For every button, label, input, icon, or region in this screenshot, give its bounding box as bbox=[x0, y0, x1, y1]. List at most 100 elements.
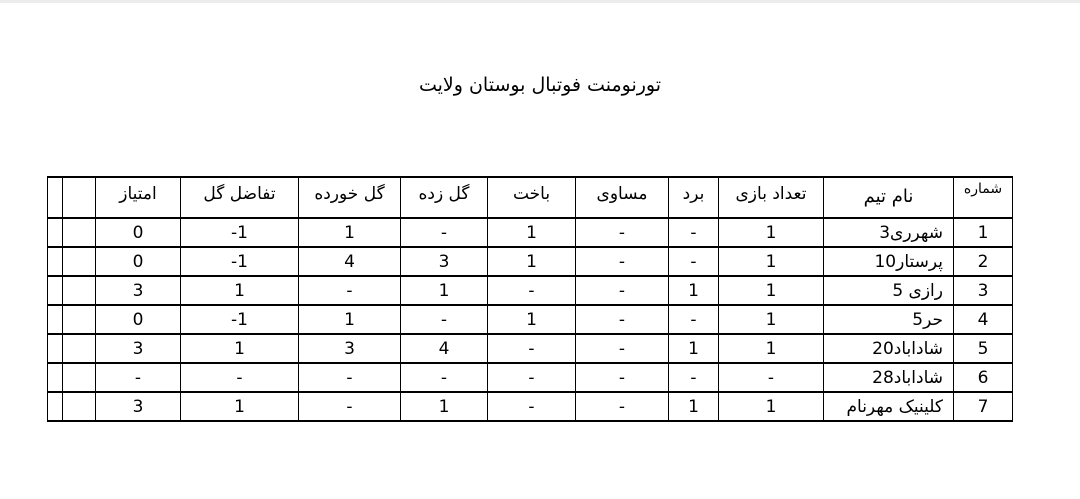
cell-draws[interactable]: - bbox=[575, 333, 669, 364]
cell-losses[interactable]: - bbox=[487, 391, 576, 422]
cell-goals_for[interactable]: 1 bbox=[400, 391, 488, 422]
cell-played[interactable]: 1 bbox=[718, 275, 824, 306]
cell-goal_diff[interactable]: 1 bbox=[180, 391, 299, 422]
cell-goals_for[interactable]: 3 bbox=[400, 246, 488, 277]
header-goals-against[interactable]: گل خورده bbox=[298, 176, 401, 219]
cell-draws[interactable]: - bbox=[575, 362, 669, 393]
cell-points[interactable]: 0 bbox=[95, 217, 181, 248]
cell-played[interactable]: 1 bbox=[718, 217, 824, 248]
cell-extra2[interactable] bbox=[47, 217, 63, 248]
cell-goals_for[interactable]: 1 bbox=[400, 275, 488, 306]
cell-extra1[interactable] bbox=[62, 246, 96, 277]
cell-draws[interactable]: - bbox=[575, 275, 669, 306]
cell-extra2[interactable] bbox=[47, 275, 63, 306]
cell-points[interactable]: - bbox=[95, 362, 181, 393]
cell-draws[interactable]: - bbox=[575, 391, 669, 422]
header-draws[interactable]: مساوی bbox=[575, 176, 669, 219]
cell-played[interactable]: 1 bbox=[718, 304, 824, 335]
cell-number[interactable]: 6 bbox=[953, 362, 1013, 393]
cell-wins[interactable]: - bbox=[668, 362, 719, 393]
cell-losses[interactable]: 1 bbox=[487, 304, 576, 335]
header-wins[interactable]: برد bbox=[668, 176, 719, 219]
cell-number[interactable]: 1 bbox=[953, 217, 1013, 248]
cell-extra2[interactable] bbox=[47, 391, 63, 422]
cell-wins[interactable]: - bbox=[668, 217, 719, 248]
cell-played[interactable]: - bbox=[718, 362, 824, 393]
cell-extra2[interactable] bbox=[47, 246, 63, 277]
header-games-played[interactable]: تعداد بازی bbox=[718, 176, 824, 219]
cell-team[interactable]: پرستار10 bbox=[823, 246, 954, 277]
cell-losses[interactable]: 1 bbox=[487, 217, 576, 248]
header-empty-2[interactable] bbox=[47, 176, 63, 219]
cell-played[interactable]: 1 bbox=[718, 391, 824, 422]
cell-losses[interactable]: - bbox=[487, 275, 576, 306]
cell-wins[interactable]: 1 bbox=[668, 275, 719, 306]
cell-points[interactable]: 3 bbox=[95, 391, 181, 422]
cell-goals_against[interactable]: 1 bbox=[298, 217, 401, 248]
cell-draws[interactable]: - bbox=[575, 304, 669, 335]
cell-team[interactable]: شاداباد20 bbox=[823, 333, 954, 364]
cell-goal_diff[interactable]: -1 bbox=[180, 304, 299, 335]
table-row: 4 حر5 1- -1-1 -1 0 bbox=[47, 304, 1013, 335]
cell-losses[interactable]: - bbox=[487, 333, 576, 364]
cell-goals_against[interactable]: 3 bbox=[298, 333, 401, 364]
table-row: 2 پرستار10 1- -1 3 4 -1 0 bbox=[47, 246, 1013, 277]
cell-number[interactable]: 4 bbox=[953, 304, 1013, 335]
cell-points[interactable]: 3 bbox=[95, 333, 181, 364]
cell-goals_for[interactable]: - bbox=[400, 217, 488, 248]
cell-goal_diff[interactable]: - bbox=[180, 362, 299, 393]
header-points[interactable]: امتیاز bbox=[95, 176, 181, 219]
cell-extra1[interactable] bbox=[62, 217, 96, 248]
header-empty-1[interactable] bbox=[62, 176, 96, 219]
cell-goals_against[interactable]: 4 bbox=[298, 246, 401, 277]
cell-goal_diff[interactable]: -1 bbox=[180, 246, 299, 277]
cell-extra2[interactable] bbox=[47, 304, 63, 335]
header-number[interactable]: شماره bbox=[953, 176, 1013, 219]
cell-extra2[interactable] bbox=[47, 333, 63, 364]
cell-points[interactable]: 3 bbox=[95, 275, 181, 306]
cell-goals_for[interactable]: 4 bbox=[400, 333, 488, 364]
cell-goals_against[interactable]: - bbox=[298, 391, 401, 422]
cell-goals_against[interactable]: - bbox=[298, 362, 401, 393]
cell-number[interactable]: 2 bbox=[953, 246, 1013, 277]
cell-team[interactable]: کلینیک مهرنام bbox=[823, 391, 954, 422]
header-goals-for[interactable]: گل زده bbox=[400, 176, 488, 219]
cell-extra1[interactable] bbox=[62, 304, 96, 335]
cell-extra1[interactable] bbox=[62, 362, 96, 393]
cell-wins[interactable]: 1 bbox=[668, 333, 719, 364]
cell-played[interactable]: 1 bbox=[718, 333, 824, 364]
cell-goals_against[interactable]: - bbox=[298, 275, 401, 306]
cell-goal_diff[interactable]: -1 bbox=[180, 217, 299, 248]
cell-extra2[interactable] bbox=[47, 362, 63, 393]
cell-goal_diff[interactable]: 1 bbox=[180, 275, 299, 306]
cell-losses[interactable]: 1 bbox=[487, 246, 576, 277]
cell-goals_against[interactable]: 1 bbox=[298, 304, 401, 335]
cell-wins[interactable]: 1 bbox=[668, 391, 719, 422]
table-row: 6 شاداباد28- - - - - - - - bbox=[47, 362, 1013, 393]
cell-wins[interactable]: - bbox=[668, 246, 719, 277]
cell-team[interactable]: شاداباد28 bbox=[823, 362, 954, 393]
cell-number[interactable]: 7 bbox=[953, 391, 1013, 422]
cell-played[interactable]: 1 bbox=[718, 246, 824, 277]
header-goal-diff[interactable]: تفاضل گل bbox=[180, 176, 299, 219]
header-team-name[interactable]: نام تیم bbox=[823, 176, 954, 219]
cell-wins[interactable]: - bbox=[668, 304, 719, 335]
cell-number[interactable]: 5 bbox=[953, 333, 1013, 364]
cell-goals_for[interactable]: - bbox=[400, 362, 488, 393]
cell-team[interactable]: حر5 bbox=[823, 304, 954, 335]
cell-team[interactable]: رازی 5 bbox=[823, 275, 954, 306]
cell-points[interactable]: 0 bbox=[95, 246, 181, 277]
cell-goal_diff[interactable]: 1 bbox=[180, 333, 299, 364]
cell-draws[interactable]: - bbox=[575, 217, 669, 248]
cell-team[interactable]: شهرری3 bbox=[823, 217, 954, 248]
header-losses[interactable]: باخت bbox=[487, 176, 576, 219]
cell-losses[interactable]: - bbox=[487, 362, 576, 393]
cell-draws[interactable]: - bbox=[575, 246, 669, 277]
cell-extra1[interactable] bbox=[62, 275, 96, 306]
cell-number[interactable]: 3 bbox=[953, 275, 1013, 306]
cell-points[interactable]: 0 bbox=[95, 304, 181, 335]
cell-extra1[interactable] bbox=[62, 391, 96, 422]
cell-extra1[interactable] bbox=[62, 333, 96, 364]
cell-goals_for[interactable]: - bbox=[400, 304, 488, 335]
